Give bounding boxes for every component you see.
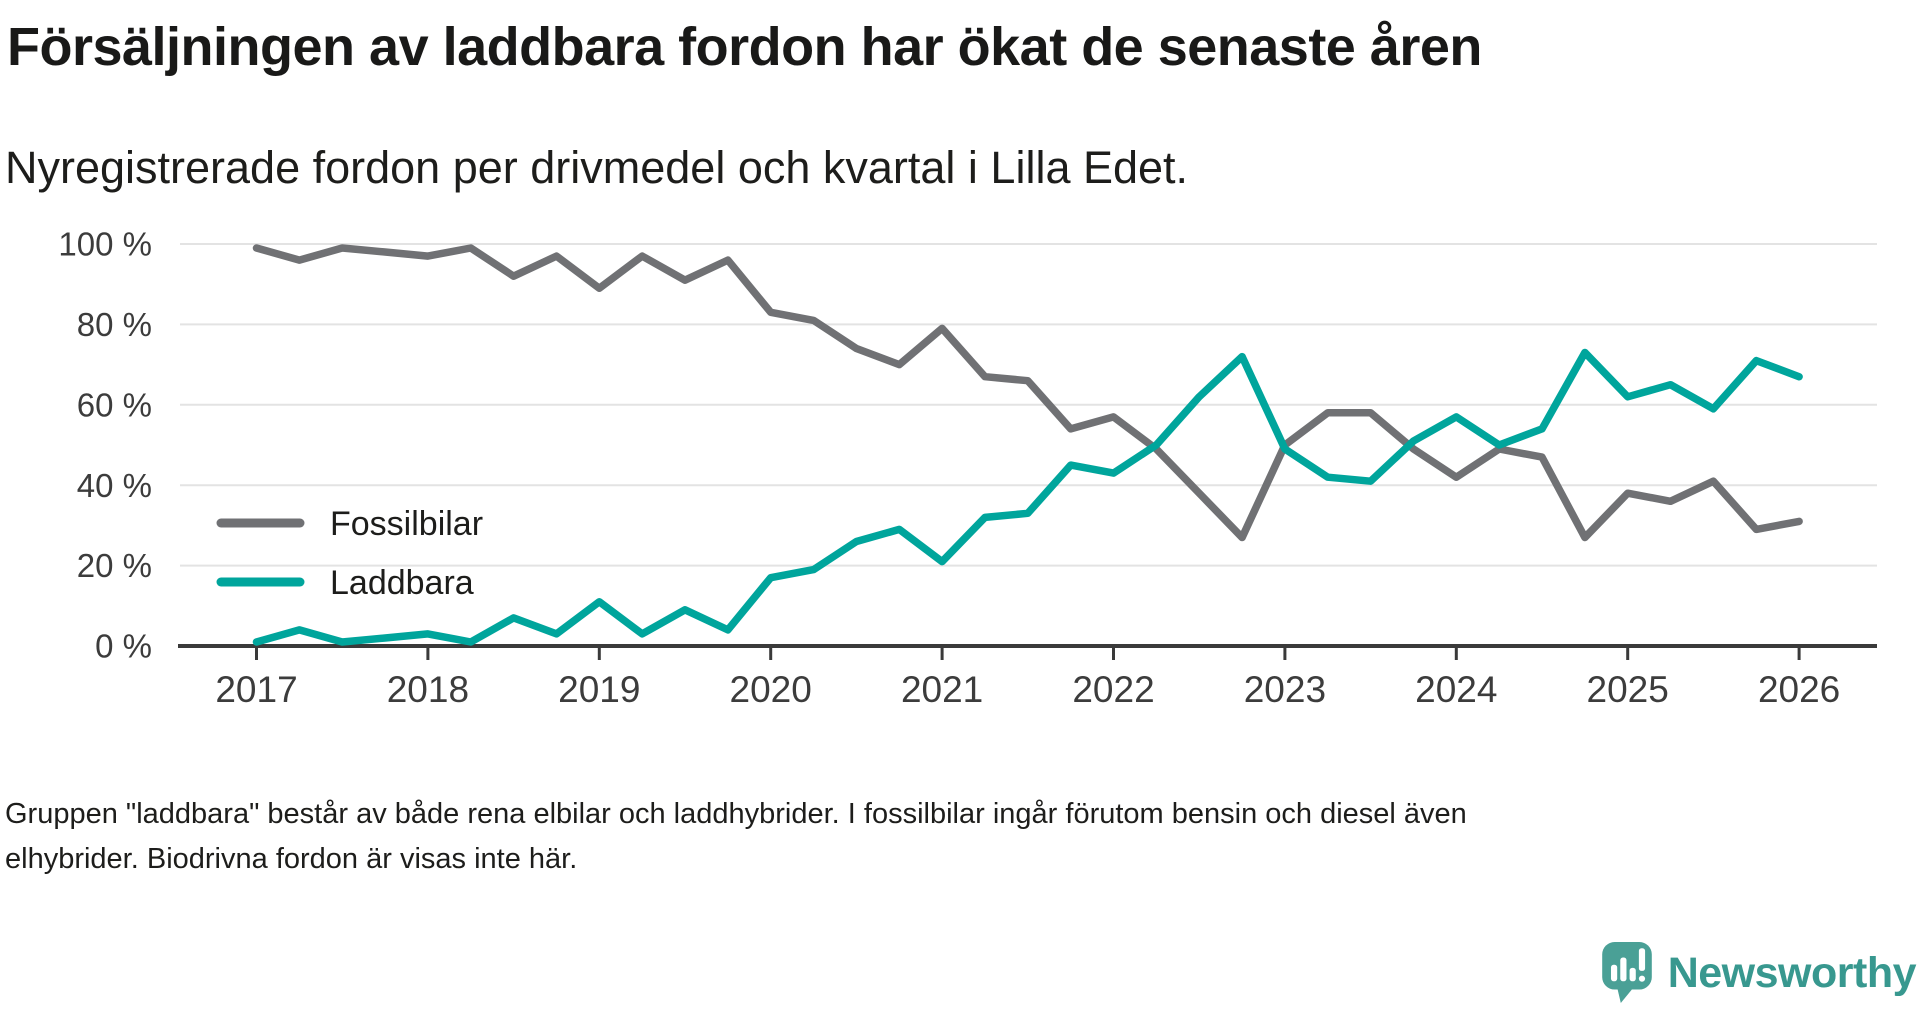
x-tick-label: 2023 (1244, 669, 1326, 710)
x-tick-label: 2021 (901, 669, 983, 710)
footnote: Gruppen "laddbara" består av både rena e… (5, 792, 1855, 882)
y-tick-label: 80 % (77, 306, 152, 343)
series-line-fossilbilar (252, 244, 1803, 542)
footnote-line-2: elhybrider. Biodrivna fordon är visas in… (5, 843, 578, 875)
y-tick-label: 0 % (95, 628, 152, 665)
y-tick-label: 40 % (77, 467, 152, 504)
x-tick-label: 2022 (1072, 669, 1154, 710)
chart-title: Försäljningen av laddbara fordon har öka… (7, 17, 1482, 77)
newsworthy-logo: Newsworthy (1601, 942, 1917, 1004)
newsworthy-logo-icon (1601, 942, 1652, 1003)
legend-label: Fossilbilar (330, 505, 483, 543)
x-axis: 2017 2018 2019 2020 2021 2022 2023 2024 2025 2026 (178, 644, 1877, 710)
chart-gridlines (180, 243, 1877, 567)
x-tick-label: 2019 (558, 669, 640, 710)
y-axis-tick-labels: 0 % 20 % 40 % 60 % 80 % 100 % (58, 226, 152, 665)
x-tick-label: 2018 (387, 669, 469, 710)
legend-label: Laddbara (330, 564, 474, 602)
chart-series-lines (252, 244, 1803, 646)
y-tick-label: 100 % (58, 226, 152, 263)
chart-subtitle: Nyregistrerade fordon per drivmedel och … (5, 142, 1189, 193)
footnote-line-1: Gruppen "laddbara" består av både rena e… (5, 798, 1467, 830)
series-line-laddbara (252, 348, 1803, 646)
newsworthy-logo-text: Newsworthy (1667, 948, 1917, 997)
y-tick-label: 60 % (77, 386, 152, 423)
chart-legend: Fossilbilar Laddbara (216, 505, 483, 602)
x-tick-label: 2025 (1587, 669, 1669, 710)
y-tick-label: 20 % (77, 547, 152, 584)
x-tick-label: 2017 (215, 669, 297, 710)
x-tick-label: 2026 (1758, 669, 1840, 710)
x-tick-label: 2024 (1415, 669, 1497, 710)
x-tick-label: 2020 (730, 669, 812, 710)
